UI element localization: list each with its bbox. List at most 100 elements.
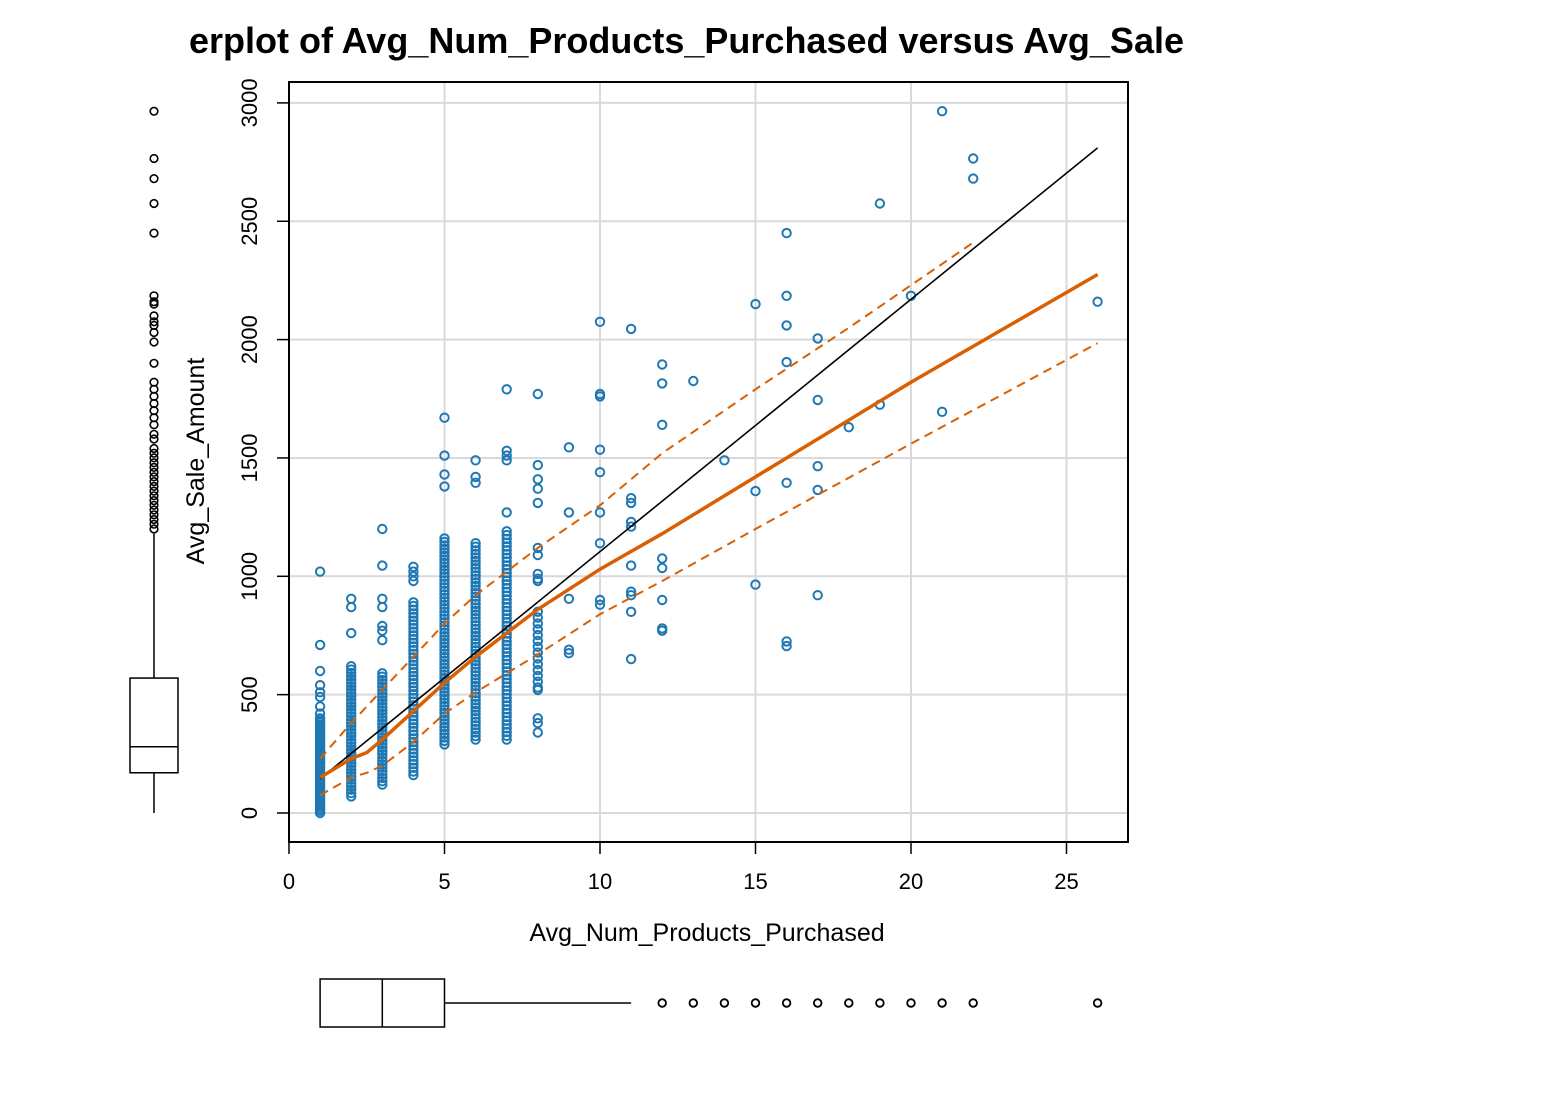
data-point: [346, 694, 357, 705]
data-point: [470, 602, 481, 613]
x-box-outlier: [657, 998, 667, 1008]
data-point: [532, 664, 543, 676]
data-point: [377, 715, 388, 726]
x-tick-label: 5: [438, 869, 450, 894]
data-point: [470, 545, 481, 556]
data-point: [439, 589, 450, 600]
data-point: [470, 727, 481, 738]
y-box-outlier: [149, 481, 159, 492]
data-point: [532, 659, 543, 670]
data-point: [532, 635, 543, 647]
data-point: [439, 637, 450, 649]
data-point: [377, 691, 388, 703]
data-point: [470, 455, 481, 466]
y-box-outlier: [149, 297, 159, 307]
data-point: [377, 705, 388, 716]
data-point: [470, 548, 481, 560]
x-tick-label: 25: [1054, 869, 1078, 894]
data-point: [408, 758, 419, 770]
data-point: [470, 538, 481, 549]
data-point: [408, 707, 419, 718]
data-point: [439, 469, 450, 480]
x-axis: 0 5 10 15 20 25: [283, 841, 1079, 894]
data-point: [377, 674, 388, 686]
data-point: [346, 674, 357, 685]
data-point: [594, 316, 606, 327]
data-point: [470, 666, 481, 677]
x-box-outlier: [813, 998, 823, 1008]
data-point: [470, 695, 481, 706]
data-point: [346, 741, 357, 752]
data-point: [377, 755, 388, 767]
data-point: [470, 627, 481, 638]
y-box-outlier: [149, 153, 159, 164]
data-point: [439, 655, 450, 666]
data-point: [470, 698, 481, 710]
data-point: [532, 670, 543, 682]
y-box-outlier: [149, 477, 159, 487]
data-point: [657, 562, 668, 574]
data-point: [408, 575, 419, 587]
data-point: [470, 577, 481, 588]
data-point: [781, 290, 792, 301]
data-point: [750, 579, 761, 590]
data-point: [439, 728, 450, 740]
data-point: [812, 461, 823, 472]
data-point: [439, 631, 450, 642]
data-point: [532, 568, 543, 580]
data-point: [346, 704, 357, 715]
data-point: [563, 644, 575, 655]
data-point: [594, 467, 606, 478]
data-point: [750, 485, 761, 497]
data-point: [408, 751, 419, 762]
data-point: [470, 680, 481, 692]
data-point: [439, 700, 450, 712]
data-point: [408, 600, 419, 612]
data-point: [439, 707, 450, 719]
data-point: [470, 673, 481, 685]
data-point: [439, 585, 450, 596]
x-axis-label: Avg_Num_Products_Purchased: [529, 919, 884, 947]
data-point: [408, 689, 419, 700]
y-tick-label: 3000: [237, 78, 262, 127]
y-box-outlier: [149, 491, 159, 501]
data-point: [532, 575, 543, 587]
data-point: [470, 702, 481, 713]
y-box-outlier: [149, 198, 159, 209]
data-point: [781, 640, 792, 652]
data-point: [346, 787, 357, 799]
x-box-outlier: [875, 998, 885, 1008]
y-box-outlier: [149, 458, 159, 468]
data-point: [346, 734, 357, 745]
y-tick-label: 0: [237, 807, 262, 819]
data-point: [532, 618, 543, 629]
data-point: [377, 735, 388, 746]
data-point: [439, 575, 450, 586]
data-point: [408, 637, 419, 648]
data-point: [314, 665, 326, 677]
data-point: [439, 610, 450, 621]
data-point: [314, 713, 326, 724]
data-point: [532, 549, 543, 561]
data-point: [408, 736, 419, 748]
smooth-upper-band: [319, 241, 974, 760]
data-point: [439, 412, 450, 423]
x-box-outlier: [968, 998, 978, 1008]
data-point: [346, 667, 357, 679]
data-point: [377, 749, 388, 760]
data-point: [470, 641, 481, 652]
data-point: [346, 784, 357, 795]
data-point: [377, 772, 388, 784]
y-box-outlier: [149, 337, 159, 347]
data-point: [377, 560, 388, 571]
data-point: [408, 611, 419, 623]
data-point: [563, 593, 575, 604]
data-point: [625, 606, 637, 617]
data-point: [439, 571, 450, 582]
data-point: [346, 661, 357, 672]
data-point: [346, 671, 357, 682]
data-point: [377, 776, 388, 787]
data-point: [781, 636, 792, 647]
y-box-outlier: [149, 320, 159, 331]
x-box-outlier: [1092, 998, 1103, 1008]
